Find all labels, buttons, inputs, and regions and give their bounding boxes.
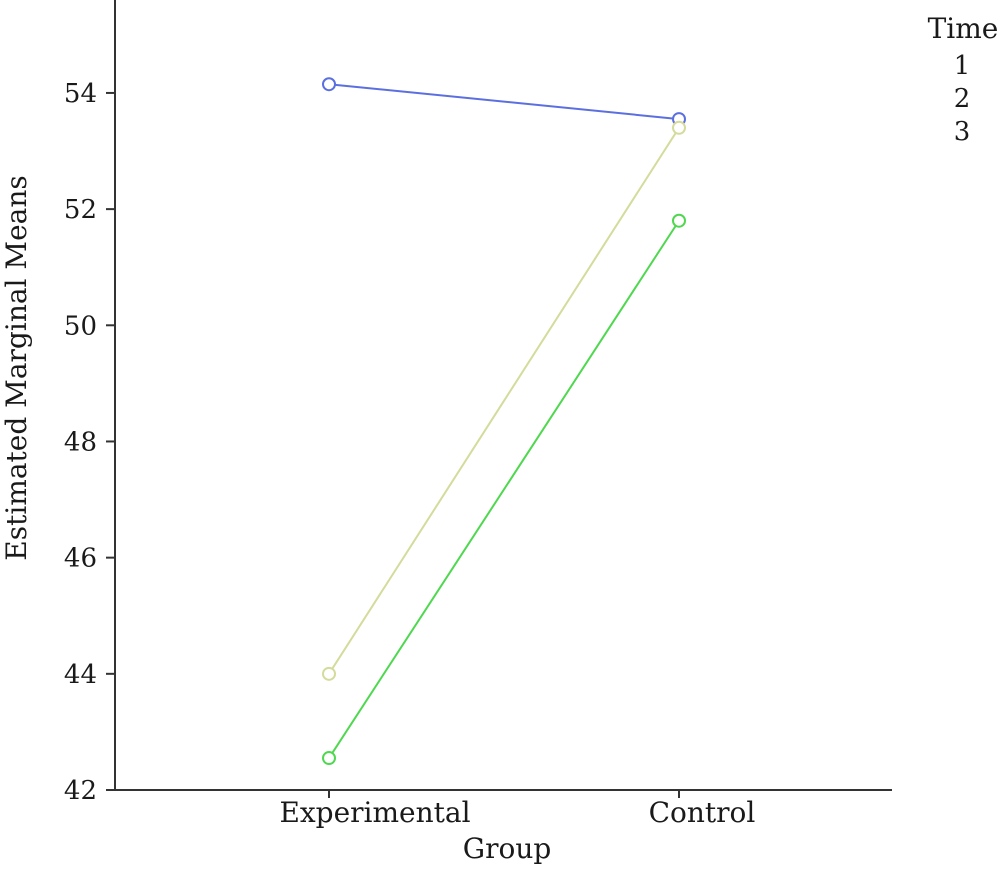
- x-category-label: Control: [649, 796, 756, 829]
- data-point-time-3-experimental: [322, 751, 336, 766]
- x-axis-title: Group: [463, 832, 552, 865]
- data-point-time-2-experimental: [322, 666, 336, 681]
- legend-label-2: 2: [954, 84, 971, 114]
- x-ticks: Experimental Control: [279, 790, 755, 829]
- legend-label-3: 3: [954, 117, 971, 147]
- legend-label-1: 1: [954, 51, 971, 81]
- y-tick-label: 52: [64, 195, 97, 225]
- series-layer: [322, 77, 686, 766]
- data-point-time-2-control: [672, 120, 686, 135]
- y-tick-label: 42: [64, 776, 97, 806]
- y-tick-label: 50: [64, 311, 97, 341]
- data-point-time-1-experimental: [322, 77, 336, 92]
- y-axis-title: Estimated Marginal Means: [0, 175, 33, 560]
- legend: Time 1 2 3: [928, 12, 999, 147]
- y-tick-label: 44: [64, 660, 97, 690]
- y-tick-label: 48: [64, 427, 97, 457]
- series-line-time-1: [328, 83, 680, 121]
- data-point-time-3-control: [672, 213, 686, 228]
- series-line-time-3: [328, 220, 680, 759]
- y-tick-label: 46: [64, 544, 97, 574]
- y-ticks: 42 44 46 48 50 52 54: [64, 79, 115, 806]
- series-line-time-2: [328, 127, 680, 675]
- x-category-label: Experimental: [279, 796, 470, 829]
- y-tick-label: 54: [64, 79, 97, 109]
- legend-title: Time: [928, 12, 999, 45]
